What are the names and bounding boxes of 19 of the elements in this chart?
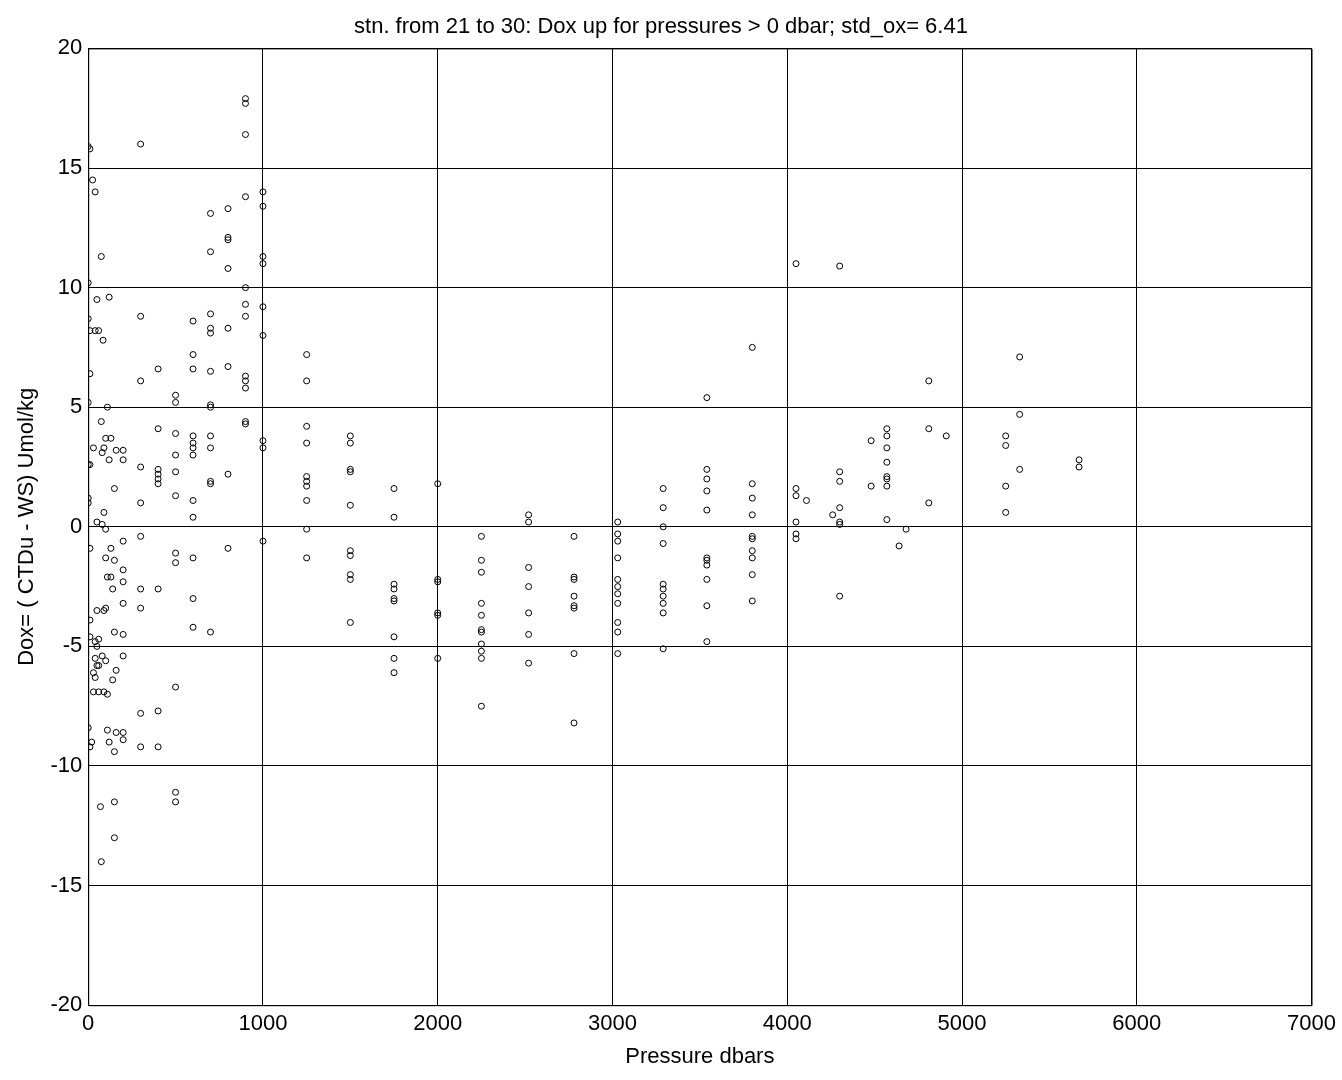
chart-title: stn. from 21 to 30: Dox up for pressures > 0 dbar; std_ox= 6.41: [354, 13, 968, 39]
x-tick-label: 6000: [1112, 1010, 1162, 1036]
y-tick-label: 5: [69, 393, 83, 419]
y-tick-label: 0: [69, 512, 83, 538]
y-axis-title: Dox= ( CTDu - WS) Umol/kg: [13, 387, 39, 666]
x-tick-label: 5000: [937, 1010, 987, 1036]
x-tick-label: 3000: [588, 1010, 637, 1036]
y-tick-label: 20: [57, 34, 83, 60]
y-tick-label: 15: [57, 154, 83, 180]
y-tick-label: -10: [50, 752, 83, 778]
x-tick-label: 1000: [238, 1010, 288, 1036]
y-tick-label: -5: [62, 632, 83, 658]
y-tick-label: -15: [50, 871, 83, 897]
x-tick-label: 7000: [1287, 1010, 1337, 1036]
y-tick-label: 10: [57, 273, 83, 299]
x-tick-label: 2000: [413, 1010, 463, 1036]
x-axis-title: Pressure dbars: [625, 1042, 775, 1068]
y-tick-label: -20: [50, 991, 83, 1017]
x-tick-label: 4000: [762, 1010, 812, 1036]
